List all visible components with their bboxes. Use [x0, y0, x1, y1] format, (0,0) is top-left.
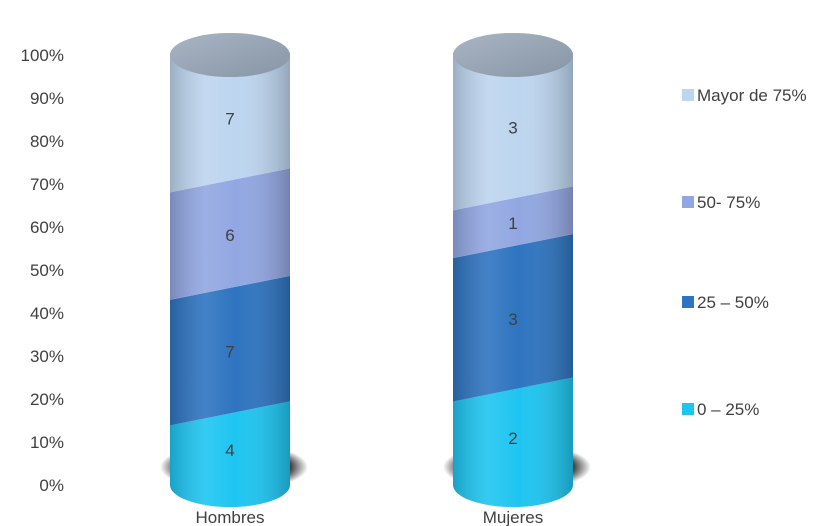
y-tick-label: 60%	[30, 218, 64, 237]
cylinder-top-cap	[170, 33, 290, 77]
data-labels: 4 7 6 7 2 3 1 3	[225, 110, 517, 460]
data-label: 3	[508, 119, 517, 138]
cylinder-mujeres	[453, 33, 573, 507]
y-axis: 0% 10% 20% 30% 40% 50% 60% 70% 80% 90% 100%	[21, 46, 64, 495]
data-label: 7	[225, 343, 234, 362]
bar-segment-shading	[170, 401, 290, 507]
y-tick-label: 70%	[30, 175, 64, 194]
x-tick-label: Mujeres	[483, 508, 543, 526]
legend-swatch	[682, 403, 694, 415]
y-tick-label: 20%	[30, 390, 64, 409]
bar-segment-shading	[170, 168, 290, 300]
x-tick-label: Hombres	[196, 508, 265, 526]
bar-segment-shading	[453, 186, 573, 259]
y-tick-label: 10%	[30, 433, 64, 452]
y-tick-label: 40%	[30, 304, 64, 323]
y-tick-label: 0%	[39, 476, 64, 495]
legend-item-50-75: 50- 75%	[682, 193, 760, 212]
data-label: 2	[508, 429, 517, 448]
legend-item-mayor-de-75: Mayor de 75%	[682, 86, 807, 105]
legend-item-25-50: 25 – 50%	[682, 293, 769, 312]
data-label: 7	[225, 110, 234, 129]
x-axis: Hombres Mujeres	[196, 508, 544, 526]
data-label: 1	[508, 214, 517, 233]
y-tick-label: 80%	[30, 132, 64, 151]
bars	[170, 33, 573, 507]
legend-swatch	[682, 296, 694, 308]
legend-label: 25 – 50%	[697, 293, 769, 312]
legend-swatch	[682, 196, 694, 208]
legend-item-0-25: 0 – 25%	[682, 400, 759, 419]
cylinder-top-cap	[453, 33, 573, 77]
data-label: 3	[508, 310, 517, 329]
bar-segment-shading	[453, 234, 573, 402]
y-tick-label: 30%	[30, 347, 64, 366]
cylinder-hombres	[170, 33, 290, 507]
legend-label: 50- 75%	[697, 193, 760, 212]
bar-segment-shading	[453, 377, 573, 507]
bar-segment-shading	[170, 275, 290, 426]
bar-segment-shading	[453, 33, 573, 211]
legend-swatch	[682, 89, 694, 101]
y-tick-label: 50%	[30, 261, 64, 280]
y-tick-label: 100%	[21, 46, 64, 65]
legend-label: Mayor de 75%	[697, 86, 807, 105]
y-tick-label: 90%	[30, 89, 64, 108]
legend-label: 0 – 25%	[697, 400, 759, 419]
data-label: 4	[225, 441, 234, 460]
legend: Mayor de 75% 50- 75% 25 – 50% 0 – 25%	[682, 86, 807, 419]
data-label: 6	[225, 226, 234, 245]
